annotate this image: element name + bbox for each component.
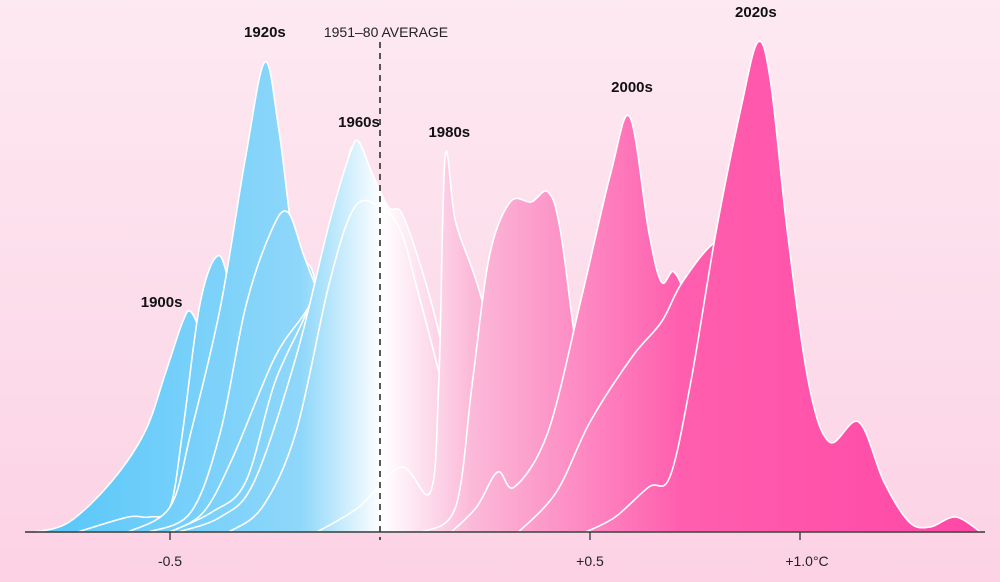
reference-line-label: 1951–80 AVERAGE xyxy=(324,24,448,40)
decade-label-1960s: 1960s xyxy=(338,114,380,131)
decade-label-1920s: 1920s xyxy=(244,24,286,41)
x-tick-label: -0.5 xyxy=(158,553,182,569)
decade-curve-2020s xyxy=(585,40,984,533)
decade-label-2020s: 2020s xyxy=(735,4,777,21)
x-axis-ticks: -0.5 +0.5 +1.0°C xyxy=(158,532,829,569)
decade-label-1980s: 1980s xyxy=(428,124,470,141)
decade-label-2000s: 2000s xyxy=(611,79,653,96)
decade-curves xyxy=(35,40,984,533)
x-tick-label: +1.0°C xyxy=(785,553,828,569)
decade-label-1900s: 1900s xyxy=(141,294,183,311)
x-tick-label: +0.5 xyxy=(576,553,604,569)
decade-labels: 1900s 1920s 1960s 1980s 2000s 2020s xyxy=(141,4,777,311)
